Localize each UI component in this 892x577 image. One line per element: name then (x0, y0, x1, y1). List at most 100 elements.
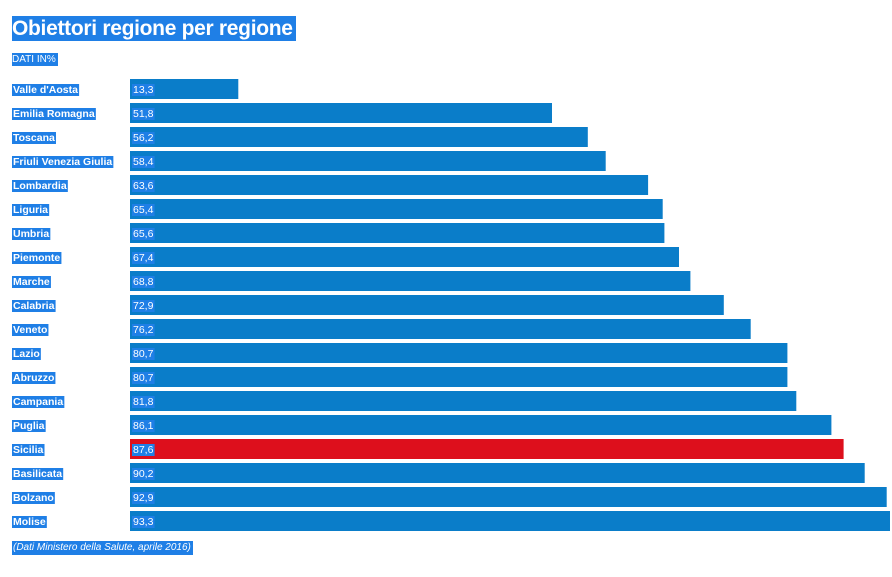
category-label-highlight (12, 108, 96, 120)
category-label-highlight (12, 84, 80, 96)
value-label-highlight (132, 348, 155, 360)
bar (130, 511, 890, 531)
category-label: Valle d'Aosta (13, 84, 78, 96)
category-label: Campania (13, 396, 63, 408)
value-label-highlight (132, 276, 155, 288)
category-label: Lombardia (13, 180, 67, 192)
bar-row: Toscana 56,2 (12, 127, 588, 147)
category-label: Emilia Romagna (13, 108, 95, 120)
bar (130, 175, 649, 195)
value-label: 93,3 (133, 516, 154, 528)
value-label: 92,9 (133, 492, 154, 504)
value-label-highlight (132, 180, 155, 192)
bar (130, 487, 887, 507)
bar-row: Piemonte 67,4 (12, 247, 679, 267)
value-label: 90,2 (133, 468, 154, 480)
bar (130, 343, 788, 363)
value-label: 86,1 (133, 420, 154, 432)
value-label: 67,4 (133, 252, 154, 264)
bar-row: Basilicata 90,2 (12, 463, 865, 483)
value-label-highlight (132, 108, 155, 120)
value-label: 87,6 (133, 444, 154, 456)
bar (130, 391, 797, 411)
bar (130, 367, 788, 387)
category-label-highlight (12, 372, 56, 384)
bar-row: Campania 81,8 (12, 391, 797, 411)
bar-row: Umbria 65,6 (12, 223, 665, 243)
bar (130, 295, 724, 315)
bar-row: Puglia 86,1 (12, 415, 832, 435)
bar-row: Molise 93,3 (12, 511, 890, 531)
value-label-highlight (132, 396, 155, 408)
category-label-highlight (12, 132, 56, 144)
value-label-highlight (132, 492, 155, 504)
bar-row: Liguria 65,4 (12, 199, 663, 219)
bar-row: Emilia Romagna 51,8 (12, 103, 552, 123)
category-label: Toscana (13, 132, 55, 144)
category-label: Liguria (13, 204, 48, 216)
value-label: 72,9 (133, 300, 154, 312)
value-label-highlight (132, 252, 155, 264)
value-label: 76,2 (133, 324, 154, 336)
category-label-highlight (12, 468, 64, 480)
category-label-highlight (12, 444, 45, 456)
bar-row: Veneto 76,2 (12, 319, 751, 339)
category-label: Marche (13, 276, 50, 288)
bar-row: Sicilia 87,6 (12, 439, 844, 459)
bar-row: Valle d'Aosta 13,3 (12, 79, 239, 99)
value-label-highlight (132, 468, 155, 480)
value-label-highlight (132, 324, 155, 336)
bar-row: Marche 68,8 (12, 271, 691, 291)
value-label: 56,2 (133, 132, 154, 144)
category-label-highlight (12, 156, 114, 168)
category-label: Basilicata (13, 468, 62, 480)
bar (130, 199, 663, 219)
bar (130, 223, 665, 243)
value-label-highlight (132, 300, 155, 312)
category-label-highlight (12, 276, 51, 288)
bar (130, 271, 691, 291)
category-label: Molise (13, 516, 46, 528)
bar-row: Abruzzo 80,7 (12, 367, 788, 387)
value-label: 68,8 (133, 276, 154, 288)
value-label: 63,6 (133, 180, 154, 192)
bar (130, 103, 552, 123)
category-label-highlight (12, 300, 56, 312)
bar (130, 463, 865, 483)
value-label: 58,4 (133, 156, 154, 168)
category-label-highlight (12, 420, 46, 432)
bar (130, 79, 239, 99)
value-label-highlight (132, 372, 155, 384)
category-label: Abruzzo (13, 372, 54, 384)
category-label-highlight (12, 228, 51, 240)
category-label: Calabria (13, 300, 55, 312)
category-label-highlight (12, 180, 68, 192)
category-label: Veneto (13, 324, 47, 336)
category-label: Sicilia (13, 444, 44, 456)
value-label: 80,7 (133, 372, 154, 384)
value-label: 81,8 (133, 396, 154, 408)
bar (130, 319, 751, 339)
value-label-highlight (132, 516, 155, 528)
category-label: Lazio (13, 348, 40, 360)
value-label: 80,7 (133, 348, 154, 360)
category-label: Friuli Venezia Giulia (13, 156, 112, 168)
bar (130, 247, 679, 267)
bar (130, 415, 832, 435)
value-label: 13,3 (133, 84, 154, 96)
category-label: Bolzano (13, 492, 54, 504)
category-label: Piemonte (13, 252, 60, 264)
value-label-highlight (132, 84, 155, 96)
bar-row: Friuli Venezia Giulia 58,4 (12, 151, 606, 171)
bar (130, 127, 588, 147)
category-label-highlight (12, 492, 55, 504)
value-label-highlight (132, 228, 155, 240)
category-label-highlight (12, 204, 50, 216)
bar-row: Lombardia 63,6 (12, 175, 649, 195)
bar-row: Lazio 80,7 (12, 343, 788, 363)
chart-title: Obiettori regione per regione (12, 16, 296, 41)
bar-row: Bolzano 92,9 (12, 487, 887, 507)
bar-row: Calabria 72,9 (12, 295, 724, 315)
category-label-highlight (12, 324, 49, 336)
